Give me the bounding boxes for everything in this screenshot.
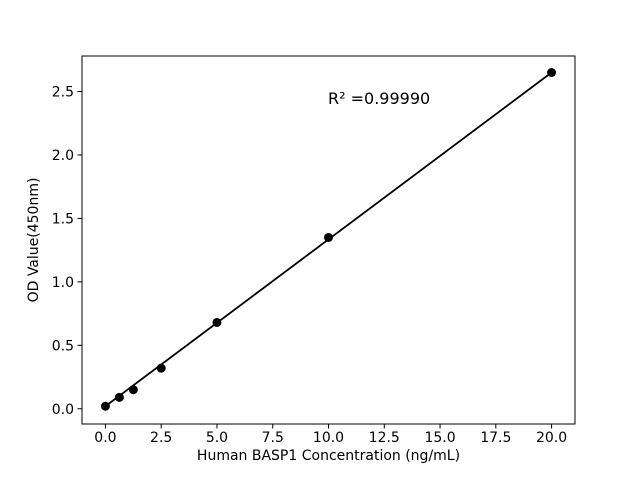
data-point bbox=[212, 317, 222, 327]
data-point bbox=[324, 232, 333, 242]
data-point bbox=[100, 401, 110, 411]
y-tick-label: 1.5 bbox=[52, 211, 74, 227]
x-tick-label: 12.5 bbox=[369, 430, 400, 446]
y-axis-title: OD Value(450nm) bbox=[26, 177, 42, 303]
x-tick-label: 5.0 bbox=[206, 430, 228, 446]
y-tick-label: 2.5 bbox=[52, 85, 74, 101]
data-point bbox=[156, 363, 166, 373]
x-tick-label: 20.0 bbox=[536, 430, 567, 446]
r-squared-annotation: R² =0.99990 bbox=[328, 89, 431, 108]
x-tick-label: 15.0 bbox=[424, 430, 455, 446]
y-tick-label: 1.0 bbox=[52, 275, 74, 291]
x-tick-label: 7.5 bbox=[262, 430, 284, 446]
data-point bbox=[547, 67, 557, 77]
x-tick-label: 17.5 bbox=[480, 430, 511, 446]
y-tick-label: 0.5 bbox=[52, 338, 74, 354]
data-point bbox=[128, 385, 138, 395]
x-axis-title: Human BASP1 Concentration (ng/mL) bbox=[196, 448, 461, 464]
data-point bbox=[114, 392, 124, 402]
x-tick-label: 0.0 bbox=[94, 430, 116, 446]
y-tick-label: 2.0 bbox=[52, 148, 74, 164]
x-tick-label: 10.0 bbox=[313, 430, 344, 446]
x-tick-label: 2.5 bbox=[150, 430, 172, 446]
y-tick-label: 0.0 bbox=[52, 402, 74, 418]
